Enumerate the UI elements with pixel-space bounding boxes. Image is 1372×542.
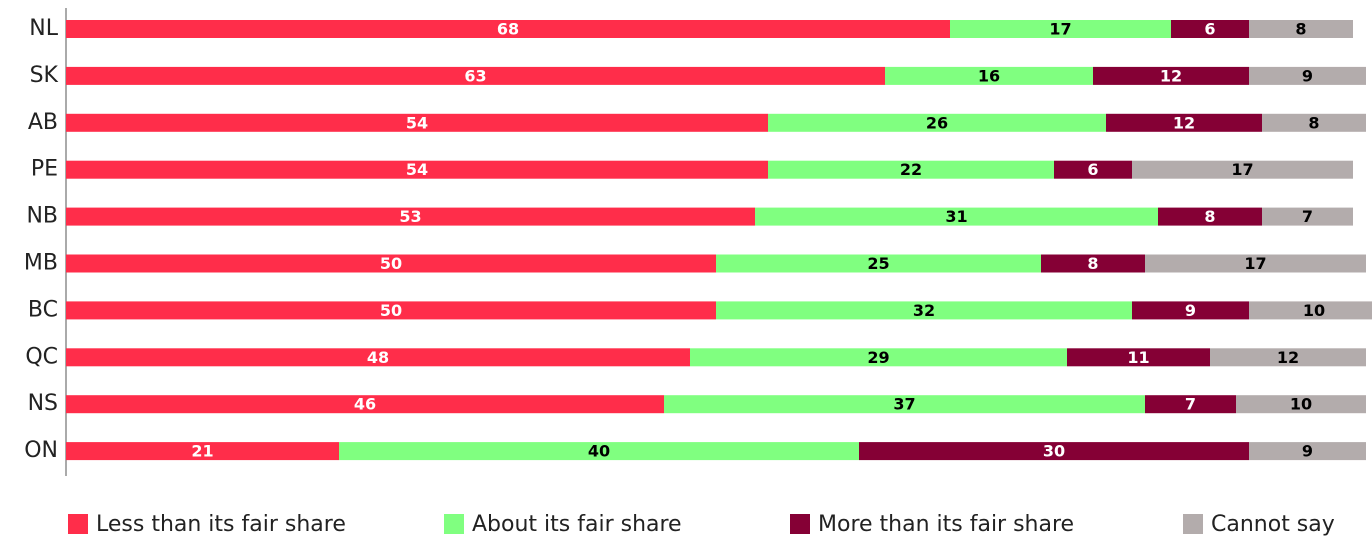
legend-swatch: [1183, 514, 1203, 534]
data-label: 16: [978, 66, 1000, 85]
data-label: 53: [399, 207, 421, 226]
bar-segment: [1249, 66, 1366, 85]
y-tick-label: AB: [28, 110, 58, 135]
bar-segment: [1262, 207, 1353, 226]
data-label: 17: [1049, 20, 1071, 39]
data-label: 12: [1277, 348, 1299, 367]
data-label: 21: [191, 442, 213, 461]
data-label: 11: [1127, 348, 1149, 367]
bar-segment: [66, 254, 716, 273]
bar-segment: [1236, 395, 1366, 414]
data-label: 7: [1185, 395, 1196, 414]
bar-segment: [339, 442, 859, 461]
bar-segment: [716, 254, 1041, 273]
bar-segment: [66, 395, 664, 414]
data-label: 10: [1290, 395, 1312, 414]
data-label: 29: [867, 348, 889, 367]
bar-segment: [1093, 66, 1249, 85]
data-label: 17: [1244, 254, 1266, 273]
legend-swatch: [790, 514, 810, 534]
data-label: 17: [1231, 160, 1253, 179]
bar-segment: [950, 20, 1171, 38]
bar-segment: [1249, 442, 1366, 461]
data-label: 8: [1308, 113, 1319, 132]
data-label: 25: [867, 254, 889, 273]
y-tick-label: SK: [30, 63, 59, 88]
bar-segment: [755, 207, 1158, 226]
bar-segment: [1106, 113, 1262, 132]
y-tick-label: NB: [26, 204, 58, 229]
bar-segment: [66, 66, 885, 85]
bar-segment: [885, 66, 1093, 85]
bar-segment: [66, 301, 716, 320]
data-label: 30: [1043, 442, 1065, 461]
data-label: 40: [588, 442, 610, 461]
bar-segment: [1067, 348, 1210, 367]
data-label: 54: [406, 113, 428, 132]
legend-label: More than its fair share: [818, 512, 1074, 537]
bar-segment: [768, 113, 1106, 132]
bar-segment: [716, 301, 1132, 320]
bar-segment: [1132, 160, 1353, 179]
legend-swatch: [68, 514, 88, 534]
y-tick-label: PE: [31, 157, 58, 182]
legend-swatch: [444, 514, 464, 534]
data-label: 9: [1185, 301, 1196, 320]
data-label: 6: [1087, 160, 1098, 179]
data-label: 26: [926, 113, 948, 132]
y-tick-label: QC: [25, 344, 58, 369]
bar-segment: [66, 160, 768, 179]
data-label: 31: [945, 207, 967, 226]
bar-segment: [66, 442, 339, 461]
data-label: 12: [1173, 113, 1195, 132]
bar-segment: [690, 348, 1067, 367]
bar-segment: [1210, 348, 1366, 367]
y-tick-label: NS: [28, 391, 58, 416]
y-tick-label: ON: [24, 438, 58, 463]
data-label: 8: [1204, 207, 1215, 226]
bar-segment: [664, 395, 1145, 414]
y-tick-label: BC: [28, 297, 58, 322]
bar-segment: [1054, 160, 1132, 179]
bar-segment: [66, 348, 690, 367]
bar-segment: [1145, 254, 1366, 273]
data-label: 6: [1204, 20, 1215, 39]
bar-segment: [1158, 207, 1262, 226]
legend-label: About its fair share: [472, 512, 682, 537]
data-label: 8: [1087, 254, 1098, 273]
data-label: 50: [380, 254, 402, 273]
data-label: 9: [1302, 442, 1313, 461]
data-label: 7: [1302, 207, 1313, 226]
bar-segment: [66, 20, 950, 38]
data-label: 48: [367, 348, 389, 367]
legend-label: Cannot say: [1211, 512, 1335, 537]
data-label: 54: [406, 160, 428, 179]
bar-segment: [1132, 301, 1249, 320]
bar-segment: [66, 207, 755, 226]
legend-label: Less than its fair share: [96, 512, 346, 537]
bar-segment: [768, 160, 1054, 179]
y-tick-label: NL: [29, 16, 58, 41]
y-tick-label: MB: [24, 251, 58, 276]
bar-segment: [1145, 395, 1236, 414]
bar-segment: [1249, 301, 1372, 320]
bar-segment: [1041, 254, 1145, 273]
bar-segment: [1171, 20, 1249, 38]
bar-segment: [1262, 113, 1366, 132]
bar-segment: [66, 113, 768, 132]
data-label: 50: [380, 301, 402, 320]
data-label: 32: [913, 301, 935, 320]
data-label: 12: [1160, 66, 1182, 85]
data-label: 37: [893, 395, 915, 414]
bar-segment: [859, 442, 1249, 461]
data-label: 63: [464, 66, 486, 85]
data-label: 22: [900, 160, 922, 179]
data-label: 9: [1302, 66, 1313, 85]
data-label: 10: [1303, 301, 1325, 320]
bar-segment: [1249, 20, 1353, 38]
data-label: 8: [1295, 20, 1306, 39]
data-label: 46: [354, 395, 376, 414]
data-label: 68: [497, 20, 519, 39]
